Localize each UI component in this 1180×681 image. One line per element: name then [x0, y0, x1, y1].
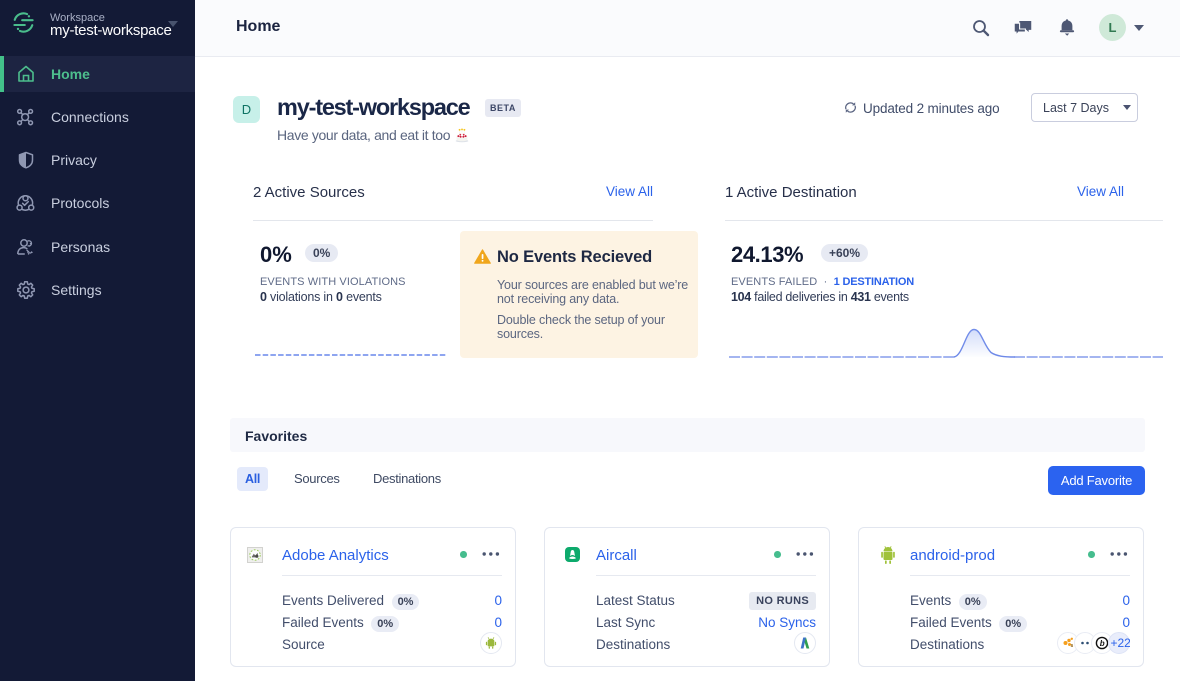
svg-text:+22: +22 [1111, 636, 1131, 650]
svg-text:b: b [1100, 639, 1105, 648]
svg-text:s: s [1071, 643, 1074, 649]
